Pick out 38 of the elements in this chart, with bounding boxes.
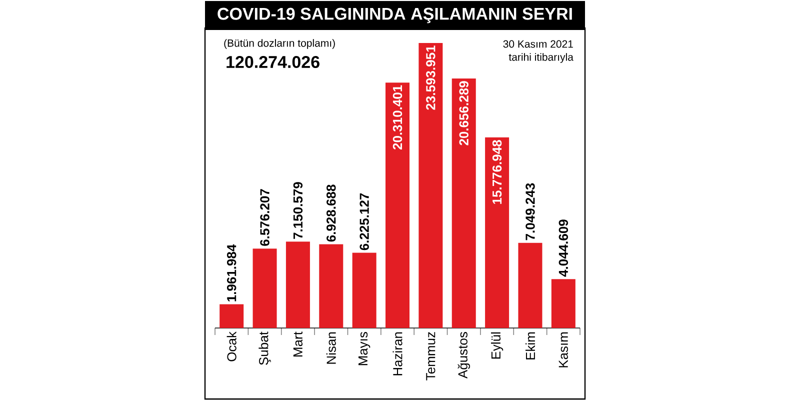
bar [452,78,476,328]
bar [386,82,410,328]
bar [220,304,244,328]
data-label: 6.225.127 [360,193,369,250]
bar [418,43,443,328]
annotation: (Bütün dozların toplamı) [224,39,335,49]
x-tick-label: Mayıs [358,332,370,366]
data-label: 7.150.579 [293,182,303,239]
x-tick-label: Ocak [226,332,236,362]
bar [352,252,376,328]
bar [286,242,310,328]
x-tick-label: Ekim [526,332,535,360]
bar [551,279,576,328]
annotation: 120.274.026 [226,56,320,68]
data-label: 7.049.243 [526,183,535,240]
x-tick-label: Nisan [326,332,336,364]
data-label: 20.656.289 [459,81,468,146]
bar [518,242,542,328]
data-label: 15.776.948 [492,140,502,204]
data-label: 6.928.688 [326,184,336,242]
bar [252,248,277,328]
x-tick-label: Temmuz [426,332,436,380]
bar [319,244,344,328]
chart-title: COVID-19 SALGININDA AŞILAMANIN SEYRI [218,8,572,24]
x-tick-label: Mart [293,332,302,356]
x-tick-label: Ağustos [458,332,470,378]
data-label: 4.044.609 [558,220,568,277]
annotation: 30 Kasım 2021 [503,40,573,48]
data-label: 6.576.207 [260,189,270,246]
x-tick-label: Haziran [392,332,402,376]
bar [485,137,510,328]
data-label: 20.310.401 [392,85,402,150]
annotation: tarihi itibarıyla [508,53,574,63]
data-label: 1.961.984 [226,244,236,302]
x-tick-label: Şubat [258,332,271,365]
x-tick-label: Eylül [490,332,504,359]
data-label: 23.593.951 [426,46,436,110]
x-tick-label: Kasım [558,332,568,368]
